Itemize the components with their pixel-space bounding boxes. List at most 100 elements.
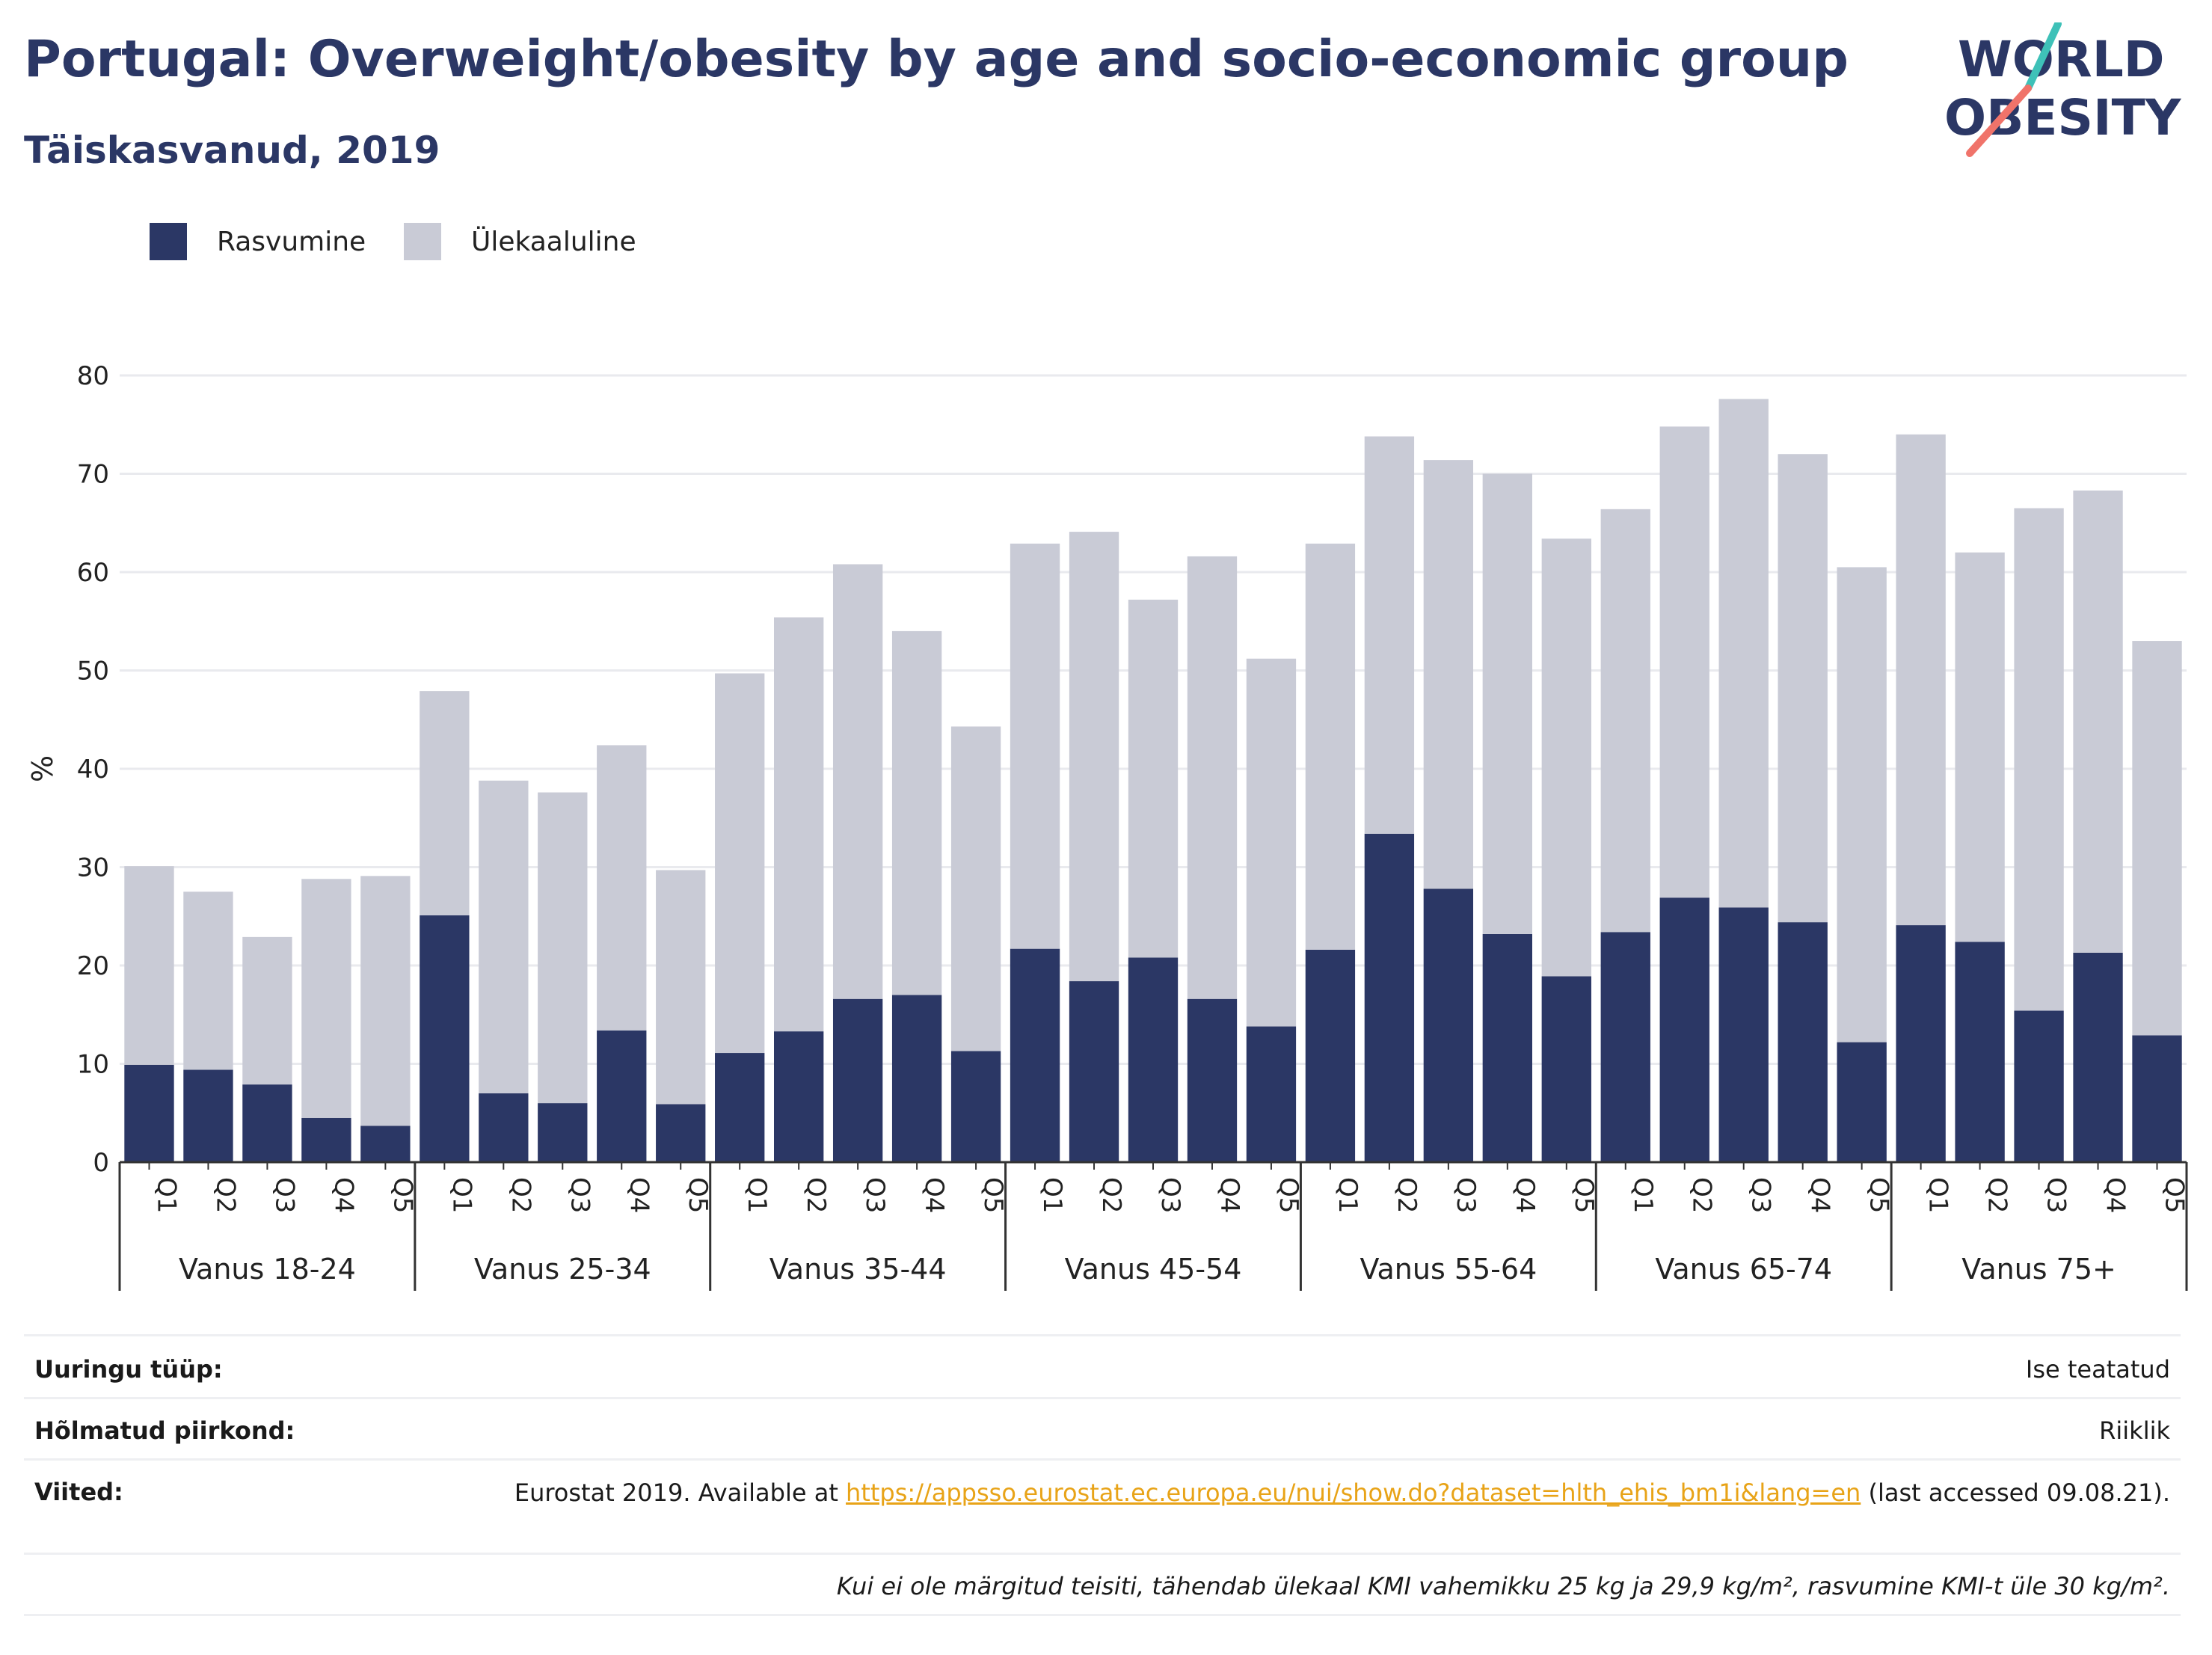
x-tick-label: Q1 [151,1177,181,1213]
group-label: Vanus 75+ [1961,1253,2116,1286]
x-tick-label: Q4 [2101,1177,2130,1213]
references-label: Viited: [34,1478,123,1506]
y-tick-label: 30 [77,853,109,883]
bar-obesity [1659,897,1709,1162]
bar-overweight [1659,426,1709,898]
legend-swatch-overweight [404,223,441,260]
x-tick-label: Q3 [1451,1177,1481,1213]
x-tick-label: Q1 [1333,1177,1362,1213]
stacked-bar-chart: 0 10 20 30 40 50 60 70 80% Q1 Q2 Q3 Q4 Q5 Q1 Q2 Q3 Q4 Q5 Q1… [26,361,2190,1291]
bar-obesity [597,1030,647,1162]
y-tick-label: 20 [77,951,109,981]
meta-divider [24,1458,2181,1461]
legend-label-obesity: Rasvumine [217,227,366,257]
x-tick-label: Q4 [624,1177,654,1213]
bar-obesity [1069,981,1119,1162]
reference-prefix: Eurostat 2019. Available at [514,1479,847,1507]
bar-obesity [774,1031,824,1162]
bar-obesity [950,1051,1001,1162]
x-tick-label: Q4 [919,1177,949,1213]
bar-obesity [832,998,883,1162]
bar-obesity [1541,976,1591,1162]
bar-obesity [2132,1035,2182,1162]
logo-text-world: WORLD [1958,31,2165,88]
x-tick-label: Q5 [1569,1177,1599,1213]
bar-obesity [1128,957,1179,1162]
bar-obesity [715,1053,765,1162]
bar-overweight [1482,473,1532,934]
x-tick-label: Q3 [269,1177,299,1213]
page-subtitle: Täiskasvanud, 2019 [24,129,440,172]
bar-obesity [2073,952,2123,1162]
bar-obesity [301,1117,351,1162]
x-tick-label: Q1 [1628,1177,1658,1213]
bar-overweight [420,691,470,915]
x-tick-label: Q5 [2160,1177,2190,1213]
x-tick-label: Q1 [1923,1177,1953,1213]
coverage-value: Riiklik [2099,1416,2170,1445]
y-tick-label: 40 [77,755,109,784]
bar-obesity [656,1104,706,1162]
bar-overweight [1541,538,1591,977]
bar-obesity [1246,1026,1297,1162]
bmi-footnote: Kui ei ole märgitud teisiti, tähendab ül… [836,1572,2170,1600]
bar-obesity [1305,949,1356,1162]
bar-overweight [715,673,765,1054]
bar-overweight [1423,460,1474,889]
bar-obesity [1778,922,1828,1162]
x-tick-label: Q5 [978,1177,1008,1213]
x-tick-label: Q1 [1037,1177,1067,1213]
y-tick-label: 50 [77,657,109,687]
y-tick-label: 0 [93,1148,109,1178]
x-tick-label: Q2 [1687,1177,1717,1213]
bar-overweight [597,745,647,1031]
bar-obesity [2014,1010,2064,1162]
bar-overweight [2073,490,2123,953]
bar-obesity [1482,933,1532,1162]
bar-overweight [124,866,174,1065]
legend-swatch-obesity [150,223,187,260]
bar-overweight [1955,552,2005,942]
bar-overweight [360,876,411,1126]
x-tick-label: Q2 [210,1177,240,1213]
bar-overweight [832,564,883,999]
bar-overweight [1128,599,1179,958]
bar-overweight [1837,567,1887,1043]
bar-overweight [774,617,824,1032]
survey-type-label: Uuringu tüüp: [34,1355,223,1384]
x-tick-label: Q3 [860,1177,890,1213]
x-tick-label: Q2 [801,1177,831,1213]
group-label: Vanus 65-74 [1655,1253,1832,1286]
bar-overweight [1010,543,1060,949]
x-tick-label: Q3 [1155,1177,1185,1213]
y-axis-label: % [26,755,59,782]
bar-obesity [1187,998,1238,1162]
page-title: Portugal: Overweight/obesity by age and … [24,30,1849,89]
bar-overweight [1896,434,1946,926]
x-tick-label: Q4 [328,1177,358,1213]
bar-obesity [420,915,470,1162]
coverage-label: Hõlmatud piirkond: [34,1416,295,1445]
x-tick-label: Q4 [1805,1177,1835,1213]
y-tick-label: 70 [77,460,109,490]
bar-obesity [360,1126,411,1162]
logo-slash-coral [1966,85,2032,157]
bar-overweight [538,792,588,1104]
x-tick-label: Q2 [1392,1177,1422,1213]
y-tick-label: 80 [77,361,109,391]
bar-obesity [1600,932,1650,1162]
group-label: Vanus 55-64 [1360,1253,1537,1286]
world-obesity-logo: WORLD OBESITY [1944,22,2182,157]
bar-obesity [1896,925,1946,1162]
y-tick-label: 10 [77,1050,109,1080]
bar-overweight [183,891,233,1070]
x-tick-label: Q5 [1864,1177,1894,1213]
meta-divider [24,1553,2181,1555]
bar-obesity [479,1093,529,1162]
reference-link[interactable]: https://appsso.eurostat.ec.europa.eu/nui… [846,1479,1861,1507]
y-tick-label: 60 [77,558,109,588]
bar-obesity [891,995,942,1162]
bar-obesity [538,1103,588,1162]
bar-overweight [1718,399,1769,908]
bar-overweight [479,780,529,1093]
